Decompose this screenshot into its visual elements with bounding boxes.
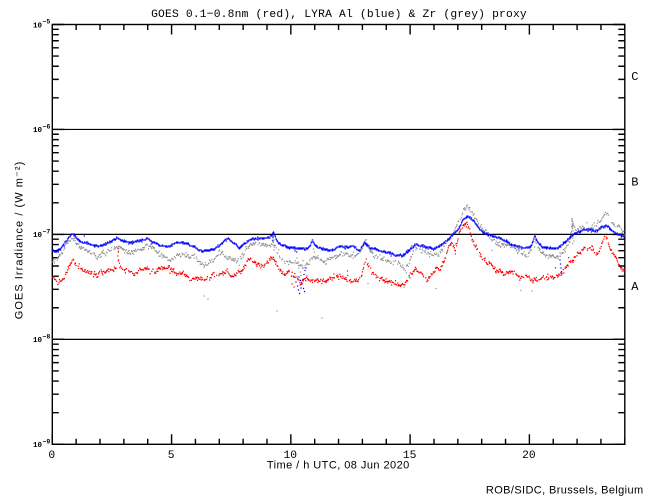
svg-text:−8: −8 [43, 334, 51, 341]
svg-text:10: 10 [33, 337, 43, 345]
svg-text:−5: −5 [43, 19, 51, 26]
svg-text:C: C [631, 70, 638, 84]
svg-text:10: 10 [284, 450, 298, 462]
svg-text:20: 20 [522, 450, 536, 462]
svg-text:−9: −9 [43, 439, 51, 446]
svg-text:10: 10 [33, 22, 43, 30]
svg-text:A: A [631, 280, 639, 294]
svg-text:5: 5 [168, 450, 175, 462]
svg-text:Time / h UTC, 08 Jun 2020: Time / h UTC, 08 Jun 2020 [267, 459, 410, 471]
svg-text:10: 10 [33, 442, 43, 450]
svg-text:0: 0 [48, 450, 55, 462]
svg-text:10: 10 [33, 232, 43, 240]
svg-text:GOES 0.1−0.8nm (red), LYRA Al: GOES 0.1−0.8nm (red), LYRA Al (blue) & Z… [151, 9, 527, 21]
svg-text:15: 15 [403, 450, 417, 462]
svg-text:ROB/SIDC, Brussels, Belgium: ROB/SIDC, Brussels, Belgium [486, 484, 644, 496]
svg-text:−7: −7 [43, 229, 51, 236]
svg-text:10: 10 [33, 127, 43, 135]
svg-text:GOES Irradiance / (W m⁻²): GOES Irradiance / (W m⁻²) [14, 161, 26, 320]
svg-text:B: B [631, 176, 638, 190]
svg-text:−6: −6 [43, 124, 51, 131]
